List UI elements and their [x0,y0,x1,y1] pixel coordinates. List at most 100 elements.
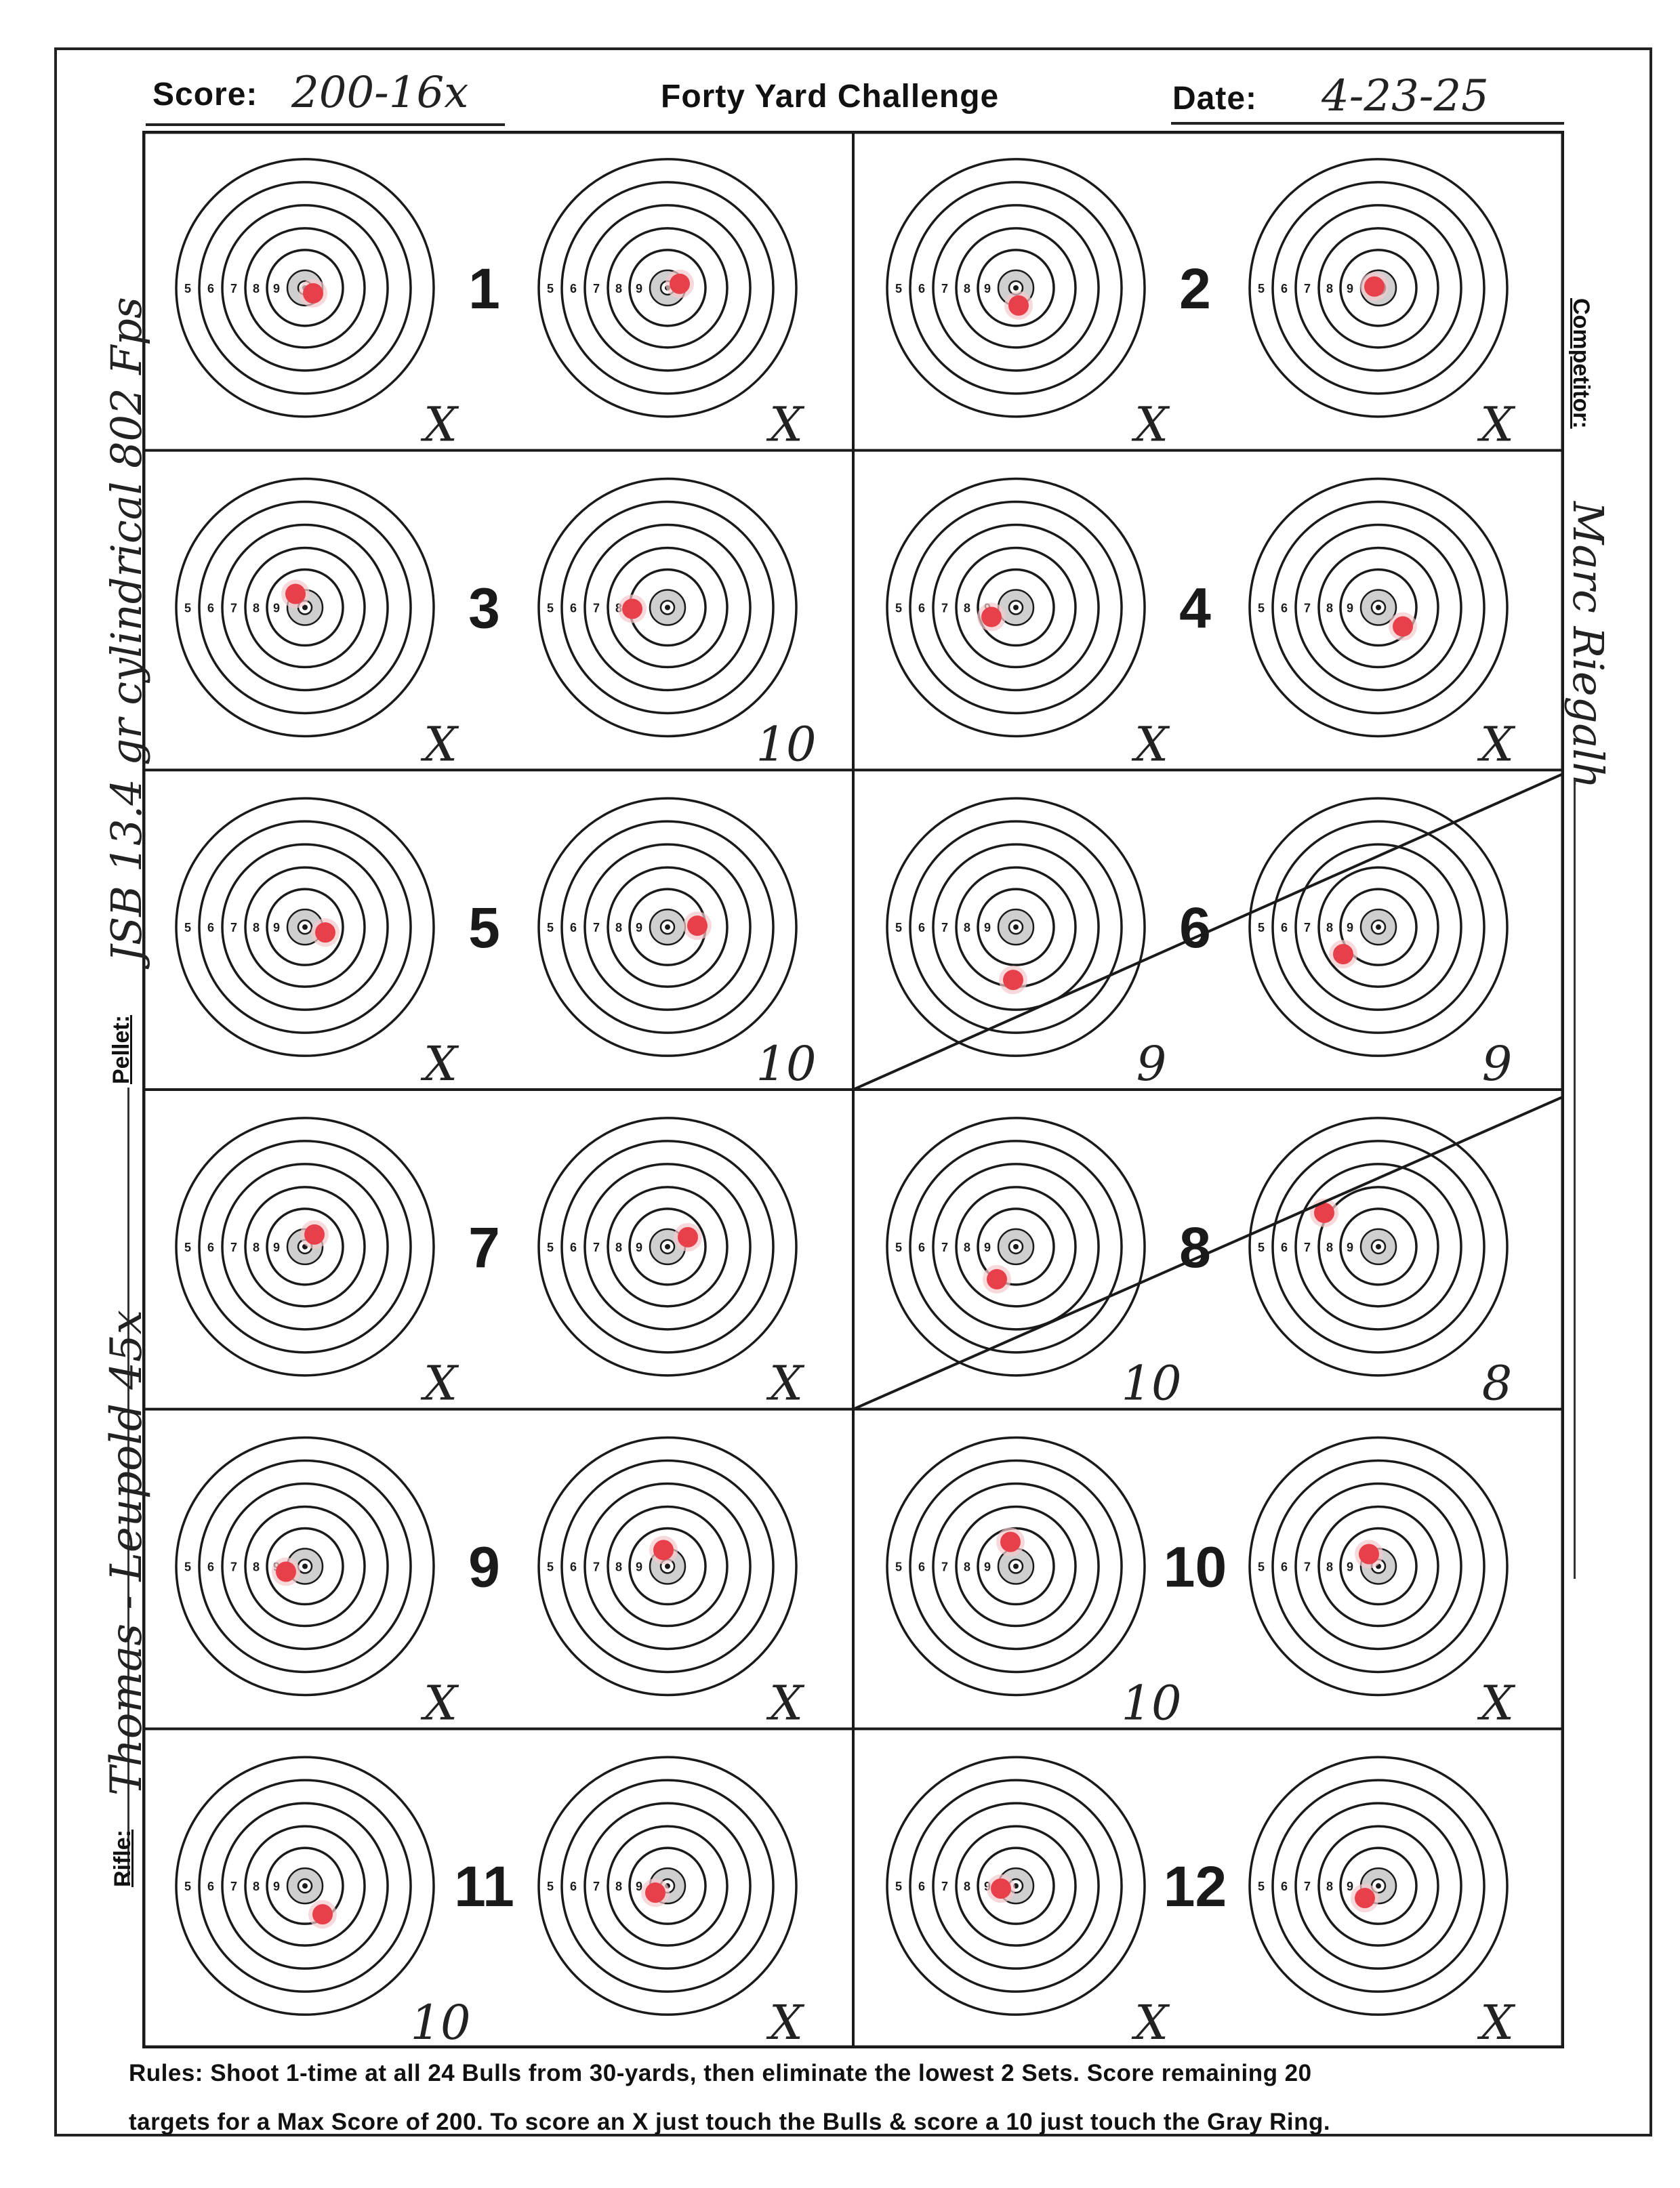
scoring-ring [1271,1459,1486,1674]
score-value: 200-16x [291,68,469,118]
scoring-ring [560,500,775,715]
scoring-ring [560,1140,775,1354]
scoring-ring [977,249,1055,327]
bull-center [665,1563,670,1569]
scoring-ring [221,1163,389,1331]
bull-center [665,924,670,930]
bull-center [1376,604,1381,611]
ring-number: 5 [184,1241,191,1254]
rules-line-1: Rules: Shoot 1-time at all 24 Bulls from… [129,2060,1312,2086]
bull-center [1013,1563,1019,1569]
ring-number: 6 [207,1880,214,1893]
scoring-ring [583,204,752,372]
pellet-hit [315,922,335,943]
ring-number: 8 [1326,602,1333,615]
ring-number: 7 [941,1241,948,1254]
ring-number: 8 [964,1880,970,1893]
card-number: 7 [468,1216,500,1279]
ring-number: 5 [895,1880,902,1893]
ring-number: 5 [184,921,191,934]
scoring-ring [221,523,389,692]
scoring-ring [886,158,1146,418]
card-number: 9 [468,1535,500,1599]
ring-number: 9 [1347,921,1353,934]
pellet-hit [1393,616,1413,637]
ring-number: 8 [615,1561,622,1574]
bull-center [1013,1243,1019,1250]
scoring-ring [221,843,389,1011]
ring-number: 5 [184,1561,191,1574]
scoring-ring [560,1779,775,1993]
ring-number: 6 [207,602,214,615]
pellet-hit [670,273,690,294]
bull-center [1376,924,1381,930]
scoring-ring [1317,1186,1439,1308]
scoring-ring [1294,523,1462,692]
pellet-hit [1333,944,1353,965]
ring-number: 7 [941,1561,948,1574]
ring-number: 6 [1281,602,1288,615]
card-number: 8 [1179,1216,1211,1279]
scoring-ring [1294,1802,1462,1970]
ring-number: 5 [1258,602,1265,615]
strike-line-set-6 [853,772,1564,1091]
scoring-ring [560,181,775,395]
handwritten-score: X [1477,397,1516,453]
scoring-ring [1339,568,1418,647]
handwritten-score: X [1131,1995,1170,2048]
handwritten-score: X [1477,716,1516,772]
scoring-ring [977,1527,1055,1606]
card-number: 1 [468,257,500,321]
scoring-ring [266,1846,344,1925]
ring-number: 6 [207,282,214,295]
handwritten-score: X [1131,716,1170,772]
scoring-ring [175,1756,435,2016]
scoring-ring [266,1527,344,1606]
ring-number: 5 [1258,1241,1265,1254]
ring-number: 5 [547,282,554,295]
date-underline [1171,122,1564,125]
pellet-hit [991,1878,1011,1899]
scoring-ring [1248,1756,1509,2016]
pellet-hit [1008,295,1029,316]
ring-number: 5 [547,1561,554,1574]
ring-number: 8 [615,1241,622,1254]
ring-number: 5 [547,602,554,615]
ring-number: 9 [984,282,991,295]
scoring-ring [266,888,344,966]
ring-number: 6 [570,1561,577,1574]
scoring-ring [977,568,1055,647]
scoring-ring [932,523,1100,692]
card-number: 5 [468,896,500,959]
ring-number: 6 [570,1880,577,1893]
ring-number: 7 [230,1880,237,1893]
scoring-ring [244,866,366,988]
scoring-ring [583,1802,752,1970]
scoring-ring [198,1459,412,1674]
scoring-ring [1317,866,1439,988]
ring-number: 8 [615,282,622,295]
handwritten-score: 10 [756,1036,816,1092]
target-grid-svg: 56789567891XX56789567892XX56789567893X10… [142,131,1564,2048]
ring-number: 9 [1347,282,1353,295]
ring-number: 7 [1304,282,1311,295]
scoring-ring [628,1207,707,1286]
scoring-ring [1271,820,1486,1034]
scoring-ring [175,477,435,738]
pellet-hit [312,1904,333,1925]
competitor-line [1574,779,1576,1579]
card-number: 6 [1179,896,1211,959]
scoring-ring [932,843,1100,1011]
ring-number: 9 [636,1880,642,1893]
ring-number: 8 [1326,282,1333,295]
scoring-ring [537,158,798,418]
ring-number: 7 [230,921,237,934]
